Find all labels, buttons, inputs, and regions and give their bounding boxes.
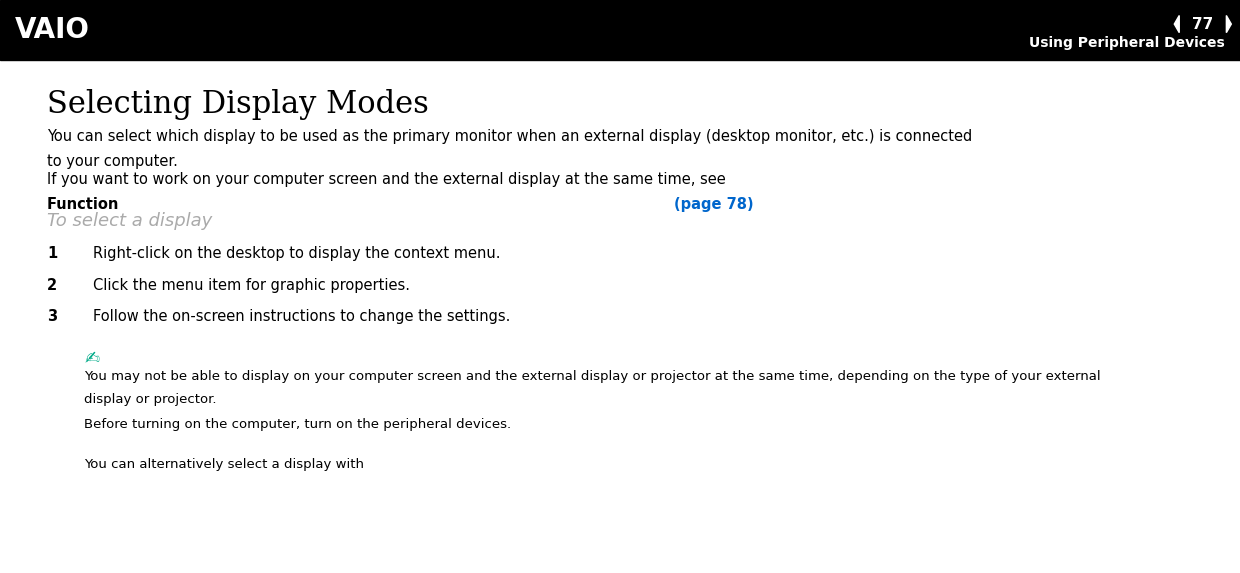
Text: Function: Function <box>47 197 124 211</box>
Text: 77: 77 <box>1192 17 1214 32</box>
Text: Click the menu item for graphic properties.: Click the menu item for graphic properti… <box>93 278 410 293</box>
Text: 2: 2 <box>47 278 57 293</box>
Text: 1: 1 <box>47 246 57 261</box>
Text: Before turning on the computer, turn on the peripheral devices.: Before turning on the computer, turn on … <box>84 418 511 431</box>
Text: To select a display: To select a display <box>47 212 212 230</box>
Text: You can select which display to be used as the primary monitor when an external : You can select which display to be used … <box>47 129 972 144</box>
Polygon shape <box>1226 15 1231 33</box>
Text: If you want to work on your computer screen and the external display at the same: If you want to work on your computer scr… <box>47 172 730 187</box>
Text: You may not be able to display on your computer screen and the external display : You may not be able to display on your c… <box>84 370 1101 383</box>
Text: Right-click on the desktop to display the context menu.: Right-click on the desktop to display th… <box>93 246 501 261</box>
Text: You can alternatively select a display with: You can alternatively select a display w… <box>84 458 368 472</box>
Text: Selecting Display Modes: Selecting Display Modes <box>47 89 429 120</box>
Text: (page 78): (page 78) <box>675 197 754 211</box>
Text: Using Peripheral Devices: Using Peripheral Devices <box>1029 36 1225 50</box>
Text: ✍: ✍ <box>84 350 99 367</box>
Text: VAIO: VAIO <box>15 16 89 44</box>
Bar <box>0 0 1240 60</box>
Text: Follow the on-screen instructions to change the settings.: Follow the on-screen instructions to cha… <box>93 309 511 324</box>
Text: display or projector.: display or projector. <box>84 393 217 406</box>
Text: to your computer.: to your computer. <box>47 154 179 168</box>
Polygon shape <box>1174 15 1179 33</box>
Text: 3: 3 <box>47 309 57 324</box>
